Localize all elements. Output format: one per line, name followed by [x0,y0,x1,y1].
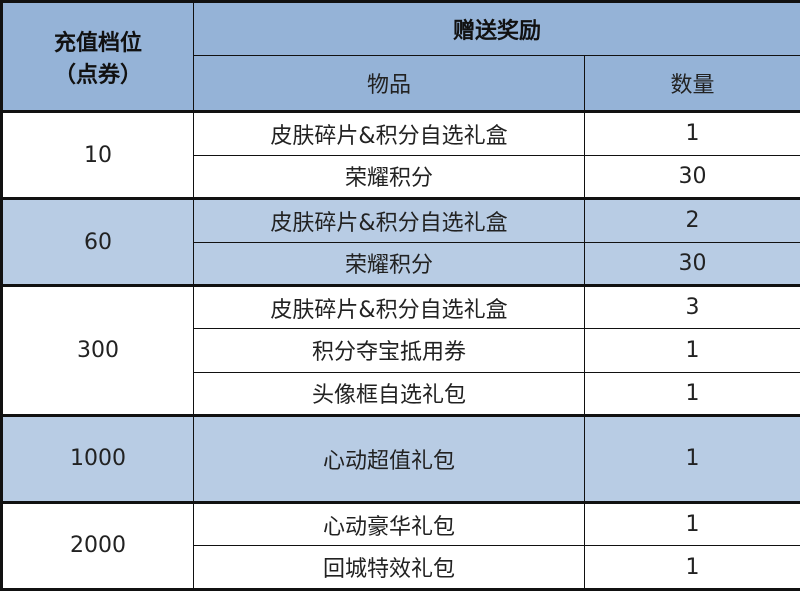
qty-cell: 1 [585,112,800,156]
qty-cell: 30 [585,242,800,286]
item-cell: 头像框自选礼包 [194,372,585,415]
qty-cell: 1 [585,329,800,372]
qty-cell: 1 [585,372,800,415]
tier-header-label: 充值档位 [54,31,142,56]
qty-cell: 1 [585,502,800,546]
item-cell: 回城特效礼包 [194,546,585,590]
qty-cell: 2 [585,199,800,243]
tier-cell: 60 [2,199,194,286]
item-cell: 荣耀积分 [194,242,585,286]
qty-header: 数量 [585,56,800,112]
qty-cell: 1 [585,546,800,590]
item-cell: 荣耀积分 [194,155,585,199]
item-cell: 皮肤碎片&积分自选礼盒 [194,112,585,156]
tier-header-unit: （点券） [54,63,142,88]
qty-cell: 3 [585,286,800,329]
tier-header: 充值档位 （点券） [2,2,194,112]
tier-cell: 1000 [2,415,194,502]
qty-cell: 1 [585,415,800,502]
tier-cell: 10 [2,112,194,199]
reward-header: 赠送奖励 [194,2,800,56]
item-cell: 积分夺宝抵用券 [194,329,585,372]
tier-cell: 2000 [2,502,194,589]
item-header: 物品 [194,56,585,112]
item-cell: 心动超值礼包 [194,415,585,502]
item-cell: 皮肤碎片&积分自选礼盒 [194,286,585,329]
item-cell: 皮肤碎片&积分自选礼盒 [194,199,585,243]
item-cell: 心动豪华礼包 [194,502,585,546]
tier-cell: 300 [2,286,194,416]
qty-cell: 30 [585,155,800,199]
